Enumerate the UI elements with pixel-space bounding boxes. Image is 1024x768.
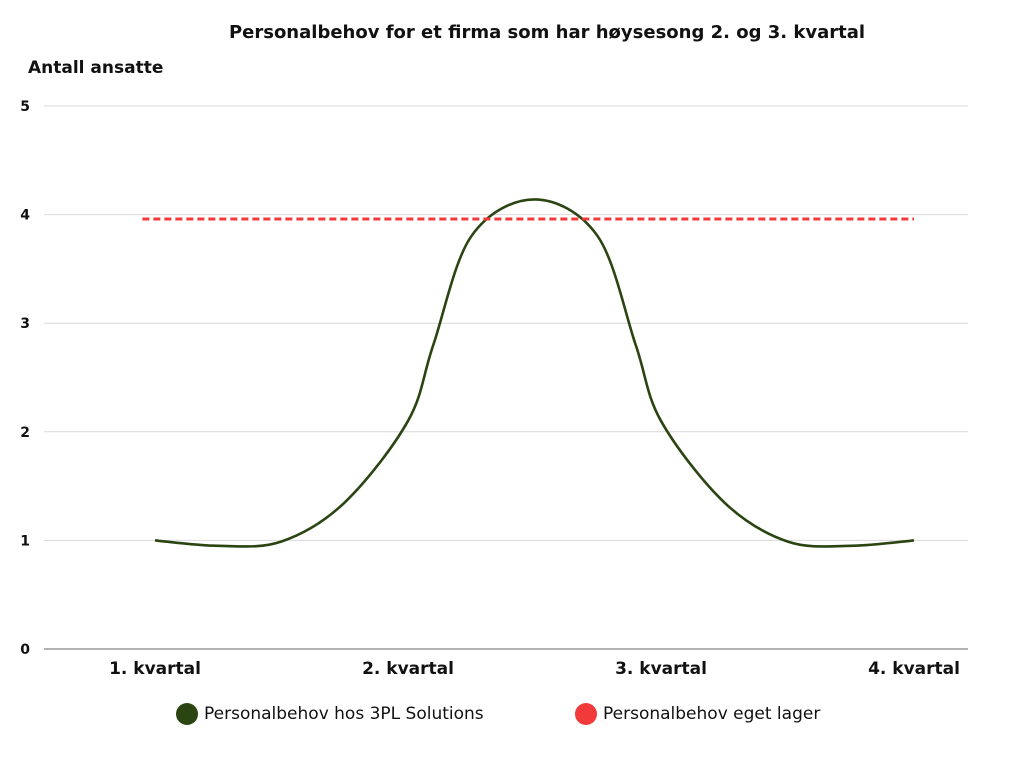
- legend-swatch-eget-lager: [575, 703, 597, 725]
- x-tick-label: 1. kvartal: [109, 659, 201, 679]
- y-tick-label: 3: [20, 316, 30, 332]
- y-tick-label: 4: [20, 208, 30, 224]
- legend-item-eget-lager: Personalbehov eget lager: [575, 703, 820, 725]
- y-tick-label: 5: [20, 99, 30, 115]
- x-tick-label: 4. kvartal: [868, 659, 960, 679]
- series-group: [142, 198, 915, 548]
- y-axis-label: Antall ansatte: [28, 58, 164, 78]
- x-tick-label: 2. kvartal: [362, 659, 454, 679]
- legend-item-3pl: Personalbehov hos 3PL Solutions: [176, 703, 484, 725]
- chart-title: Personalbehov for et firma som har høyse…: [228, 22, 866, 43]
- gridlines: [44, 105, 968, 650]
- legend-label-eget-lager: Personalbehov eget lager: [603, 704, 821, 724]
- y-tick-label: 1: [20, 533, 30, 549]
- legend-swatch-3pl: [176, 703, 198, 725]
- x-tick-label: 3. kvartal: [615, 659, 707, 679]
- x-axis-ticks: 1. kvartal 2. kvartal 3. kvartal 4. kvartal: [109, 659, 960, 679]
- series-line-3pl: [154, 198, 915, 548]
- y-axis-ticks: 0 1 2 3 4 5: [20, 99, 30, 658]
- y-tick-label: 0: [20, 642, 30, 658]
- legend-label-3pl: Personalbehov hos 3PL Solutions: [204, 704, 484, 724]
- y-tick-label: 2: [20, 425, 30, 441]
